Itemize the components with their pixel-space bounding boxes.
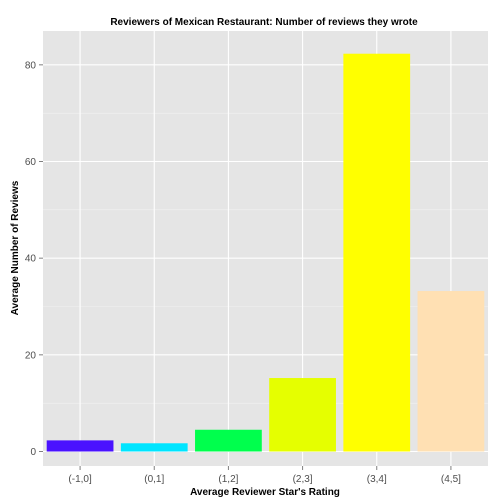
bar [343, 54, 410, 452]
x-tick-label: (0,1] [144, 474, 164, 485]
y-tick-label: 40 [25, 254, 37, 265]
y-tick-label: 80 [25, 60, 37, 71]
x-tick-label: (2,3] [293, 474, 313, 485]
x-tick-label: (3,4] [367, 474, 387, 485]
x-axis-label: Average Reviewer Star's Rating [190, 487, 340, 498]
bar [47, 440, 114, 451]
chart-title: Reviewers of Mexican Restaurant: Number … [110, 17, 418, 28]
y-axis-label: Average Number of Reviews [10, 180, 21, 315]
bar [121, 443, 188, 451]
bar [269, 378, 336, 451]
y-tick-label: 0 [30, 447, 36, 458]
x-tick-label: (-1,0] [68, 474, 92, 485]
x-tick-label: (1,2] [218, 474, 238, 485]
bar [195, 430, 262, 452]
y-tick-label: 60 [25, 157, 37, 168]
y-tick-label: 20 [25, 350, 37, 361]
bar [418, 291, 485, 451]
x-tick-label: (4,5] [441, 474, 461, 485]
